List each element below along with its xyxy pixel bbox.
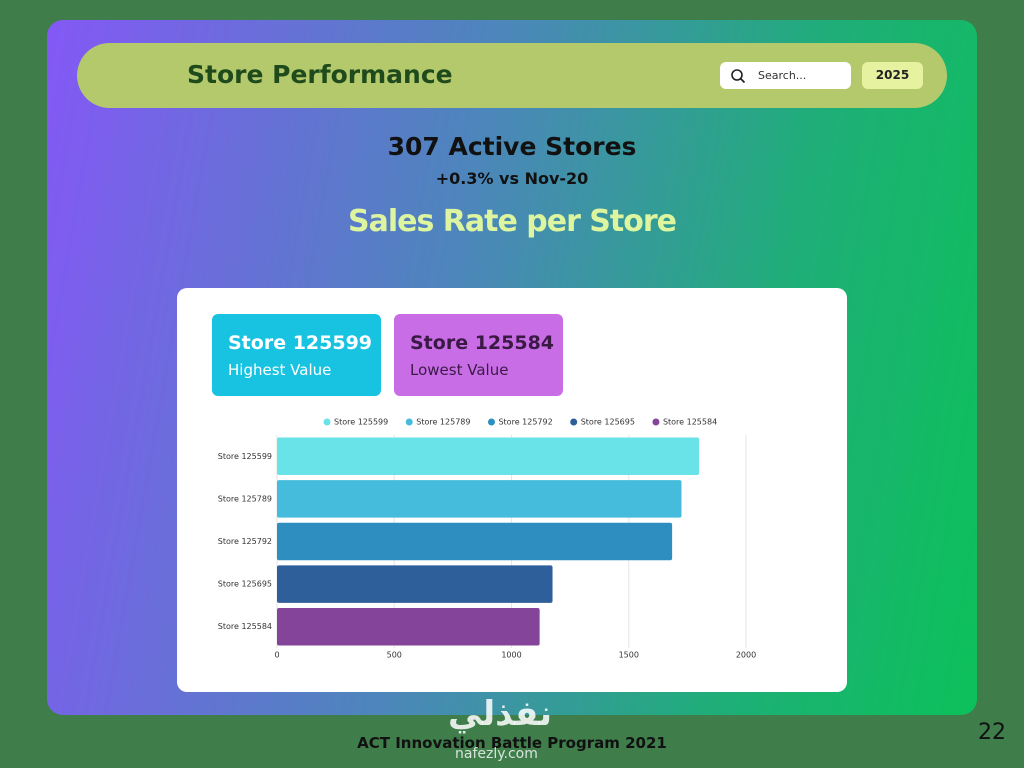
legend-swatch xyxy=(487,418,495,426)
legend-label: Store 125695 xyxy=(581,418,635,427)
y-tick-label: Store 125792 xyxy=(218,537,272,546)
y-tick-label: Store 125695 xyxy=(218,580,272,589)
legend-swatch xyxy=(323,418,331,426)
bar xyxy=(277,565,553,603)
y-tick-label: Store 125599 xyxy=(218,452,272,461)
x-tick-label: 0 xyxy=(274,651,279,660)
bar xyxy=(277,607,540,646)
section-title: Sales Rate per Store xyxy=(347,204,677,239)
highlight-store: Store 125599 xyxy=(228,332,373,354)
highlight-label: Lowest Value xyxy=(410,361,509,379)
year-button[interactable]: 2025 xyxy=(862,62,923,89)
header-title: Store Performance xyxy=(187,60,453,89)
x-tick-label: 500 xyxy=(387,651,402,660)
watermark: nafezly.com xyxy=(455,746,538,762)
footer-program: ACT Innovation Battle Program 2021 xyxy=(357,734,667,752)
search-icon xyxy=(731,69,746,84)
bar-chart: 0 500 1000 1500 2000 Store 125599 Store 125789… xyxy=(218,418,756,660)
change: +0.3% vs Nov-20 xyxy=(435,169,589,188)
legend-swatch xyxy=(405,418,413,426)
search-placeholder: Search... xyxy=(758,69,807,82)
legend-swatch xyxy=(570,418,578,426)
search-box[interactable]: Search... xyxy=(720,62,851,89)
legend-label: Store 125584 xyxy=(663,418,717,427)
watermark-arabic: نفذلي xyxy=(448,694,553,734)
bar xyxy=(277,522,673,561)
highlight-card: Store 125599 Highest Value xyxy=(212,314,381,396)
bar xyxy=(277,437,700,476)
headline: 307 Active Stores xyxy=(387,132,637,161)
x-tick-label: 1000 xyxy=(501,651,521,660)
bar xyxy=(277,480,682,518)
x-tick-label: 2000 xyxy=(736,651,756,660)
page-number: 22 xyxy=(978,720,1006,745)
y-tick-label: Store 125584 xyxy=(218,622,272,631)
highlight-card: Store 125584 Lowest Value xyxy=(394,314,563,396)
y-tick-label: Store 125789 xyxy=(218,494,272,503)
x-tick-label: 1500 xyxy=(619,651,639,660)
highlight-label: Highest Value xyxy=(228,361,332,379)
legend-label: Store 125599 xyxy=(334,418,388,427)
legend-swatch xyxy=(652,418,660,426)
highlight-store: Store 125584 xyxy=(410,332,555,354)
legend-label: Store 125792 xyxy=(498,418,552,427)
legend-label: Store 125789 xyxy=(416,418,470,427)
